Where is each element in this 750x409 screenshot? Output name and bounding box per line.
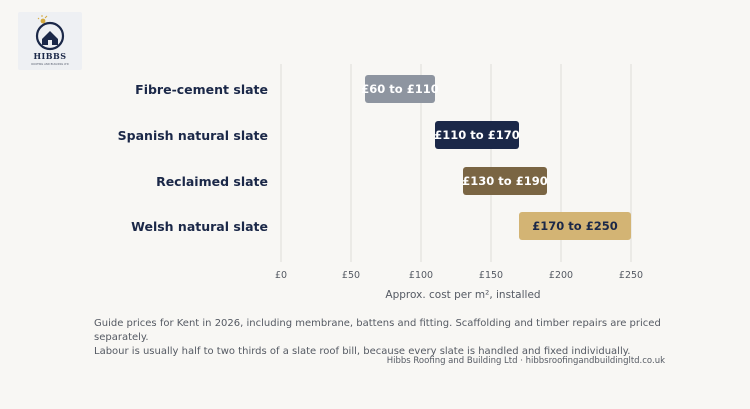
category-label: Fibre-cement slate <box>135 82 268 97</box>
range-bar <box>519 212 631 240</box>
range-bar <box>365 75 435 103</box>
range-bar <box>435 121 519 149</box>
x-tick-label: £50 <box>342 270 360 281</box>
x-tick-label: £100 <box>409 270 433 281</box>
logo-tagline-text: ROOFING AND BUILDING LTD <box>31 62 69 66</box>
chart-bars: £60 to £110 £110 to £170 £130 to £190 £170 … <box>361 75 631 240</box>
chart-x-ticks: £0 £50 £100 £150 £200 £250 <box>275 270 643 281</box>
logo-door <box>48 40 52 45</box>
guide-note-line-2: Labour is usually half to two thirds of … <box>94 346 631 357</box>
logo-house-icon <box>42 31 58 45</box>
x-tick-label: £200 <box>549 270 573 281</box>
guide-note: Guide prices for Kent in 2026, including… <box>94 317 694 359</box>
range-bar <box>463 167 547 195</box>
logo-ring <box>35 21 65 51</box>
bar-range-label: £130 to £190 <box>462 174 547 188</box>
logo-sun-icon <box>40 18 46 24</box>
category-label: Reclaimed slate <box>156 174 268 189</box>
logo-brand-text: HIBBS <box>33 51 66 61</box>
x-tick-label: £250 <box>619 270 643 281</box>
x-tick-label: £150 <box>479 270 503 281</box>
logo-emblem: HIBBS ROOFING AND BUILDING LTD <box>31 15 69 66</box>
company-logo: HIBBS ROOFING AND BUILDING LTD <box>18 12 82 70</box>
x-tick-label: £0 <box>275 270 287 281</box>
credit-line: Hibbs Roofing and Building Ltd · hibbsro… <box>386 356 665 366</box>
category-label: Welsh natural slate <box>131 219 268 234</box>
bar-range-label: £110 to £170 <box>434 128 519 142</box>
bar-range-label: £170 to £250 <box>532 219 617 233</box>
chart-category-labels: Fibre-cement slate Spanish natural slate R… <box>118 82 268 234</box>
logo-sun-rays <box>37 15 48 20</box>
category-label: Spanish natural slate <box>118 128 268 143</box>
guide-note-line-1: Guide prices for Kent in 2026, including… <box>94 318 661 343</box>
x-axis-title: Approx. cost per m², installed <box>385 289 540 301</box>
bar-range-label: £60 to £110 <box>361 82 438 96</box>
